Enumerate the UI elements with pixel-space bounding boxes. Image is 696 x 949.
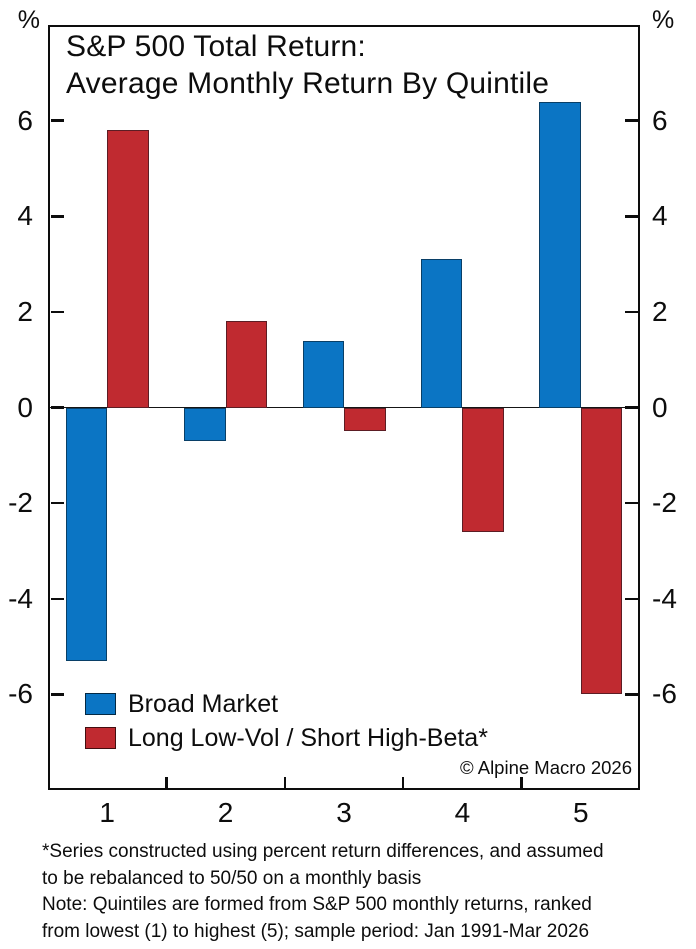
y-axis-label-right: 2 <box>652 295 668 327</box>
y-axis-label-right: 6 <box>652 104 668 136</box>
y-axis-label-right: -4 <box>652 582 677 614</box>
bar-long-lowvol-short-highbeta-q2 <box>225 321 268 408</box>
y-axis-tick-right <box>624 406 638 409</box>
bar-broad-market-q2 <box>184 407 226 441</box>
chart-title-line-2: Average Monthly Return By Quintile <box>66 66 550 100</box>
legend-label-long-lowvol: Long Low-Vol / Short High-Beta* <box>128 723 488 752</box>
y-axis-tick-left <box>50 119 64 122</box>
y-axis-label-left: -2 <box>8 487 33 519</box>
y-axis-tick-right <box>624 310 638 314</box>
x-axis-category-label-4: 4 <box>454 797 471 828</box>
bar-broad-market-q4 <box>420 259 463 408</box>
y-axis-tick-left <box>50 693 64 696</box>
legend-item-broad-market: Broad Market <box>85 691 278 717</box>
y-axis-tick-right <box>624 597 638 600</box>
bar-broad-market-q3 <box>302 340 344 408</box>
y-axis-label-left: -6 <box>8 678 33 710</box>
y-axis-tick-right <box>624 119 638 122</box>
y-axis-label-right: 4 <box>652 200 668 232</box>
y-axis-label-left: 0 <box>17 391 33 423</box>
copyright-text: © Alpine Macro 2026 <box>459 757 632 778</box>
legend-item-long-lowvol: Long Low-Vol / Short High-Beta* <box>85 725 488 751</box>
bar-long-lowvol-short-highbeta-q5 <box>580 407 623 695</box>
bar-long-lowvol-short-highbeta-q4 <box>462 407 504 532</box>
y-axis-tick-left <box>50 215 64 218</box>
y-axis-label-right: 0 <box>652 391 668 423</box>
y-axis-label-left: -4 <box>8 582 33 614</box>
x-axis-tick <box>283 776 287 788</box>
bar-broad-market-q1 <box>65 407 108 661</box>
y-axis-label-left: 4 <box>17 200 33 232</box>
x-axis-tick <box>520 776 523 788</box>
bar-long-lowvol-short-highbeta-q3 <box>344 407 386 432</box>
broad-market-swatch <box>85 693 116 715</box>
y-axis-tick-left <box>50 310 64 314</box>
x-axis-category-label-1: 1 <box>99 797 115 828</box>
footnote: *Series constructed using percent return… <box>42 839 692 945</box>
y-axis-label-right: -6 <box>652 678 677 710</box>
y-axis-tick-right <box>624 693 638 696</box>
bar-long-lowvol-short-highbeta-q1 <box>107 130 149 408</box>
legend-label-broad-market: Broad Market <box>128 690 279 718</box>
long-lowvol-swatch <box>85 726 116 749</box>
y-axis-tick-left <box>50 501 64 505</box>
chart-title-line-1: S&P 500 Total Return: <box>66 30 366 63</box>
y-axis-label-left: 2 <box>17 295 33 327</box>
x-axis-tick <box>401 776 405 788</box>
y-axis-tick-left <box>50 406 64 409</box>
y-axis-unit-left: % <box>17 6 40 34</box>
x-axis-category-label-3: 3 <box>336 797 352 828</box>
y-axis-label-right: -2 <box>652 487 677 519</box>
x-axis-tick <box>165 776 168 788</box>
footnote-line-2: to be rebalanced to 50/50 on a monthly b… <box>42 867 422 889</box>
footnote-line-3: Note: Quintiles are formed from S&P 500 … <box>42 894 592 916</box>
footnote-line-1: *Series constructed using percent return… <box>42 841 604 862</box>
footnote-line-4: from lowest (1) to highest (5); sample p… <box>42 920 590 942</box>
plot-frame <box>48 25 640 790</box>
y-axis-tick-left <box>50 597 64 600</box>
chart-title: S&P 500 Total Return: Average Monthly Re… <box>66 29 549 102</box>
y-axis-tick-right <box>624 215 638 218</box>
y-axis-label-left: 6 <box>17 104 33 136</box>
x-axis-category-label-5: 5 <box>573 797 589 828</box>
y-axis-unit-right: % <box>652 6 675 34</box>
y-axis-tick-right <box>624 501 638 505</box>
bar-broad-market-q5 <box>539 101 581 408</box>
x-axis-category-label-2: 2 <box>217 797 234 828</box>
